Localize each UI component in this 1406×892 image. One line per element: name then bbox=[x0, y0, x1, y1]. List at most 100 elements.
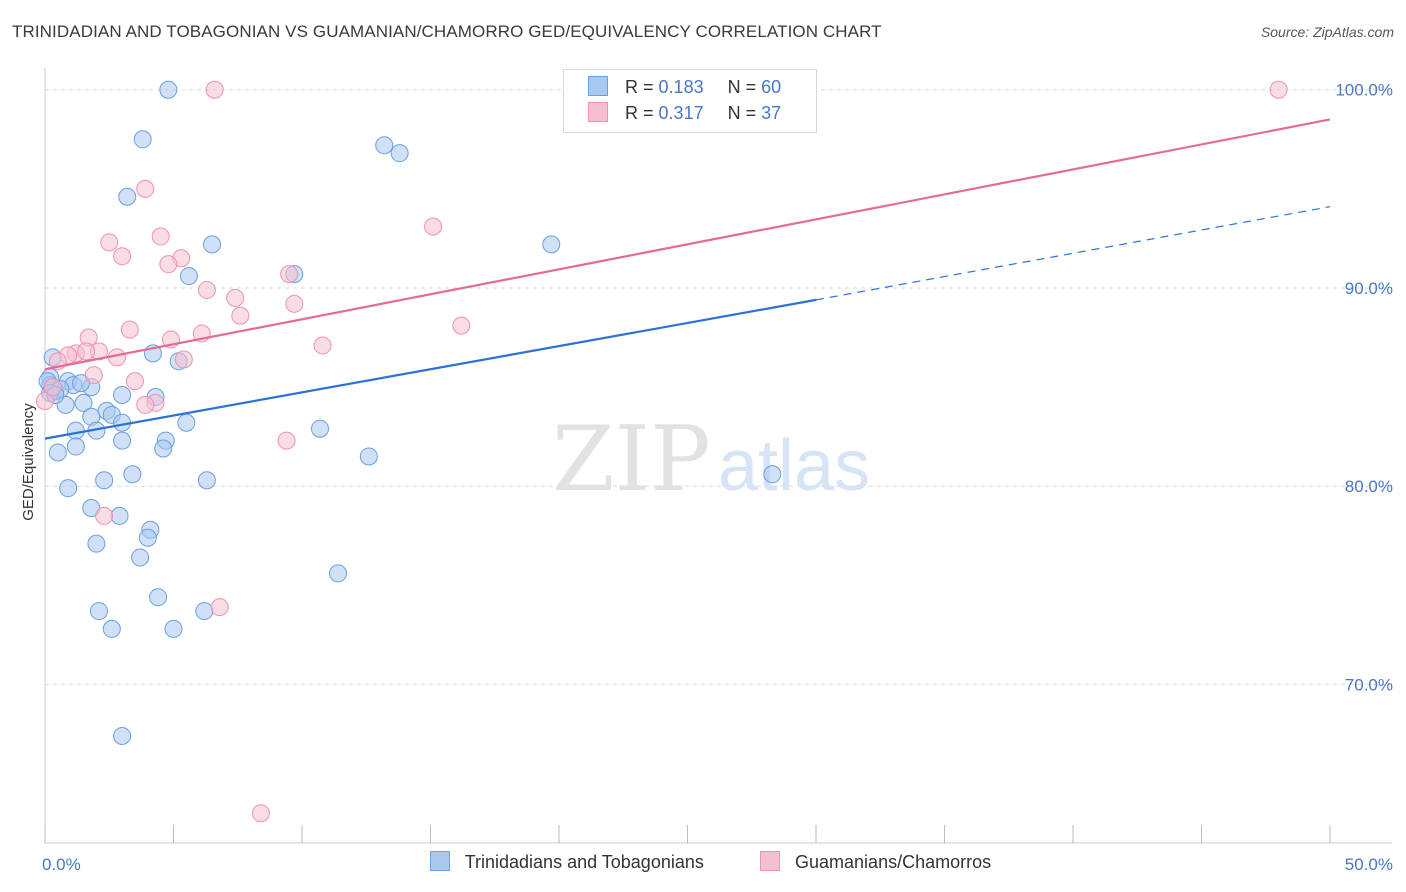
legend-n-value: 37 bbox=[761, 103, 782, 123]
grid-lines bbox=[45, 89, 1392, 685]
point-trinidadian bbox=[195, 602, 214, 621]
y-tick-label: 80.0% bbox=[1345, 477, 1393, 496]
x-tick-label: 50.0% bbox=[1345, 855, 1393, 874]
legend-swatch-blue bbox=[430, 851, 450, 871]
legend-swatch-blue bbox=[588, 76, 608, 96]
chart-title: TRINIDADIAN AND TOBAGONIAN VS GUAMANIAN/… bbox=[12, 22, 882, 41]
legend-row-trinidadian: R = 0.183 N = 60 bbox=[588, 76, 781, 100]
point-trinidadian bbox=[113, 386, 132, 405]
point-trinidadian bbox=[149, 588, 168, 607]
point-guamanian bbox=[100, 233, 119, 252]
point-trinidadian bbox=[164, 619, 183, 638]
point-guamanian bbox=[174, 350, 193, 369]
point-trinidadian bbox=[82, 498, 101, 517]
point-trinidadian bbox=[87, 534, 106, 553]
y-tick-label: 70.0% bbox=[1345, 675, 1393, 694]
trend-line-trinidadian bbox=[44, 298, 817, 440]
point-guamanian bbox=[285, 294, 304, 313]
point-guamanian bbox=[280, 265, 299, 284]
point-guamanian bbox=[136, 179, 155, 198]
point-guamanian bbox=[424, 217, 443, 236]
point-guamanian bbox=[136, 395, 155, 414]
axes bbox=[44, 68, 1392, 844]
point-guamanian bbox=[113, 247, 132, 266]
y-axis-label: GED/Equivalency bbox=[20, 403, 37, 521]
point-trinidadian bbox=[123, 465, 142, 484]
watermark-atlas: atlas bbox=[718, 426, 870, 506]
point-trinidadian bbox=[59, 479, 78, 498]
stats-legend: R = 0.183 N = 60 R = 0.317 N = 37 bbox=[563, 69, 817, 133]
point-guamanian bbox=[120, 320, 139, 339]
legend-label: Trinidadians and Tobagonians bbox=[464, 852, 704, 872]
watermark: ZIP atlas bbox=[552, 407, 870, 512]
point-trinidadian bbox=[66, 437, 85, 456]
point-guamanian bbox=[197, 280, 216, 299]
point-guamanian bbox=[313, 336, 332, 355]
point-guamanian bbox=[95, 506, 114, 525]
point-guamanian bbox=[251, 804, 270, 823]
point-trinidadian bbox=[390, 144, 409, 163]
point-trinidadian bbox=[71, 374, 90, 393]
trend-line-trinidadian-extension bbox=[815, 206, 1331, 301]
point-guamanian bbox=[125, 372, 144, 391]
legend-r-value: 0.317 bbox=[658, 103, 704, 123]
legend-r-label: R = bbox=[625, 77, 654, 97]
point-trinidadian bbox=[133, 130, 152, 149]
point-trinidadian bbox=[138, 528, 157, 547]
point-trinidadian bbox=[763, 465, 782, 484]
point-guamanian bbox=[231, 306, 250, 325]
point-trinidadian bbox=[113, 431, 132, 450]
point-trinidadian bbox=[48, 443, 67, 462]
point-trinidadian bbox=[110, 506, 129, 525]
tick-labels: 70.0% 80.0% 90.0% 100.0% 0.0% 50.0% bbox=[42, 81, 1393, 874]
x-tick-label: 0.0% bbox=[42, 855, 81, 874]
point-trinidadian bbox=[89, 602, 108, 621]
legend-n-label: N = bbox=[727, 103, 757, 123]
point-trinidadian bbox=[154, 439, 173, 458]
point-guamanian bbox=[36, 391, 54, 410]
point-trinidadian bbox=[102, 619, 121, 638]
point-guamanian bbox=[226, 288, 245, 307]
legend-n-value: 60 bbox=[761, 77, 782, 97]
legend-row-guamanian: R = 0.317 N = 37 bbox=[588, 102, 781, 126]
legend-r-value: 0.183 bbox=[658, 77, 704, 97]
point-trinidadian bbox=[159, 80, 178, 99]
point-trinidadian bbox=[359, 447, 378, 466]
point-trinidadian bbox=[74, 393, 93, 412]
point-trinidadian bbox=[113, 726, 132, 745]
point-trinidadian bbox=[197, 471, 216, 490]
point-guamanian bbox=[43, 378, 62, 397]
point-guamanian bbox=[1269, 80, 1288, 99]
point-guamanian bbox=[210, 598, 229, 617]
point-trinidadian bbox=[177, 413, 196, 432]
point-guamanian bbox=[277, 431, 296, 450]
point-trinidadian bbox=[542, 235, 561, 254]
point-trinidadian bbox=[131, 548, 150, 567]
point-trinidadian bbox=[118, 187, 137, 206]
point-trinidadian bbox=[203, 235, 222, 254]
chart-source: Source: ZipAtlas.com bbox=[1260, 24, 1394, 40]
point-guamanian bbox=[205, 80, 224, 99]
y-tick-label: 100.0% bbox=[1335, 81, 1393, 100]
y-tick-label: 90.0% bbox=[1345, 279, 1393, 298]
point-guamanian bbox=[159, 255, 178, 274]
trend-line-guamanian bbox=[44, 118, 1331, 371]
point-trinidadian bbox=[95, 471, 114, 490]
point-guamanian bbox=[452, 316, 471, 335]
legend-label: Guamanians/Chamorros bbox=[795, 852, 992, 872]
legend-swatch-pink bbox=[588, 102, 608, 122]
trend-lines bbox=[44, 118, 1331, 440]
legend-swatch-pink bbox=[760, 851, 780, 871]
legend-item-trinidadian[interactable]: Trinidadians and Tobagonians bbox=[430, 851, 704, 873]
watermark-zip: ZIP bbox=[552, 407, 711, 512]
legend-n-label: N = bbox=[727, 77, 757, 97]
point-trinidadian bbox=[375, 136, 394, 155]
legend-item-guamanian[interactable]: Guamanians/Chamorros bbox=[760, 851, 991, 873]
point-trinidadian bbox=[66, 421, 85, 440]
point-trinidadian bbox=[328, 564, 347, 583]
point-guamanian bbox=[77, 342, 96, 361]
point-guamanian bbox=[151, 227, 170, 246]
point-trinidadian bbox=[310, 419, 329, 438]
legend-r-label: R = bbox=[625, 103, 654, 123]
